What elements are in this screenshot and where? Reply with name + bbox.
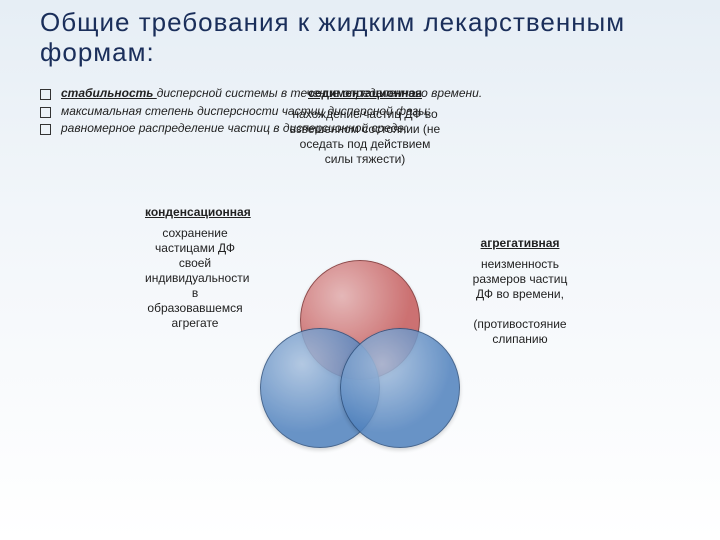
label-right: агрегативная неизменность размеров части… — [470, 236, 570, 347]
label-top-body: нахождение частиц ДФ во взвешенном состо… — [290, 107, 440, 166]
label-right-body: неизменность размеров частиц ДФ во време… — [473, 257, 568, 346]
page-title: Общие требования к жидким лекарственным … — [40, 8, 680, 68]
bullet-strong: стабильность — [61, 86, 157, 100]
label-right-hdr: агрегативная — [470, 236, 570, 251]
bullet-icon — [40, 124, 51, 135]
venn-diagram — [260, 260, 460, 460]
label-left: конденсационная сохранение частицами ДФ … — [145, 205, 245, 331]
bullet-icon — [40, 107, 51, 118]
venn-circle-right — [340, 328, 460, 448]
bullet-icon — [40, 89, 51, 100]
label-top: седиментационная нахождение частиц ДФ во… — [285, 86, 445, 167]
label-left-hdr: конденсационная — [145, 205, 245, 220]
label-left-body: сохранение частицами ДФ своей индивидуал… — [145, 226, 249, 330]
label-top-hdr: седиментационная — [285, 86, 445, 101]
